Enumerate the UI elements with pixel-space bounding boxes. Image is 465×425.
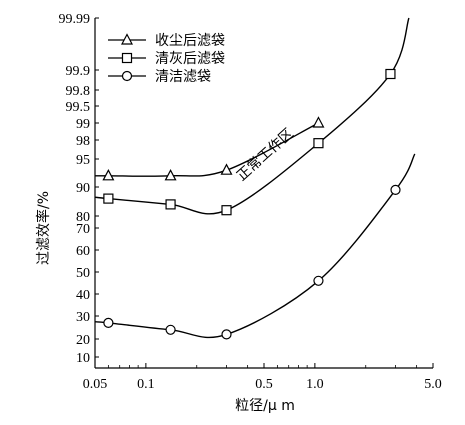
x-tick-label: 5.0 xyxy=(424,377,442,392)
triangle-marker xyxy=(312,116,325,128)
series-line xyxy=(94,153,416,339)
circle-marker xyxy=(165,324,176,335)
y-tick-label: 99.99 xyxy=(59,12,91,27)
circle-marker xyxy=(103,317,114,328)
square-marker xyxy=(165,199,176,210)
y-tick-label: 99.9 xyxy=(66,64,91,79)
y-tick-label: 30 xyxy=(76,310,90,325)
y-tick-label: 80 xyxy=(76,210,90,225)
y-tick-label: 95 xyxy=(76,153,90,168)
y-tick-label: 60 xyxy=(76,244,90,259)
y-tick-label: 90 xyxy=(76,181,90,196)
y-tick-label: 99.8 xyxy=(66,84,91,99)
series-line xyxy=(94,122,319,177)
legend-label: 清灰后滤袋 xyxy=(155,51,225,67)
triangle-marker xyxy=(121,33,133,45)
markers xyxy=(102,68,401,340)
y-tick-label: 50 xyxy=(76,266,90,281)
y-tick-label: 10 xyxy=(76,351,90,366)
circle-marker xyxy=(121,70,133,82)
y-tick-label: 99.5 xyxy=(66,100,91,115)
x-tick-label: 0.5 xyxy=(255,377,273,392)
circle-marker xyxy=(221,329,232,340)
y-tick-label: 99 xyxy=(76,117,90,132)
curves xyxy=(94,17,416,339)
legend-label: 清洁滤袋 xyxy=(155,69,211,85)
circle-marker xyxy=(390,184,401,195)
triangle-marker xyxy=(220,163,233,175)
x-tick-label: 0.05 xyxy=(83,377,108,392)
y-tick-label: 98 xyxy=(76,134,90,149)
circle-marker xyxy=(313,275,324,286)
triangle-marker xyxy=(102,169,115,181)
square-marker xyxy=(221,205,232,216)
y-axis-title: 过滤效率/% xyxy=(35,191,52,265)
square-marker xyxy=(385,68,396,80)
x-axis-title: 粒径/μ m xyxy=(235,398,295,414)
x-tick-label: 0.1 xyxy=(137,377,155,392)
x-tick-label: 1.0 xyxy=(306,377,324,392)
triangle-marker xyxy=(164,169,177,181)
axes xyxy=(94,17,434,369)
square-marker xyxy=(121,52,133,64)
y-tick-label: 20 xyxy=(76,333,90,348)
square-marker xyxy=(313,138,324,149)
annotation-normal-zone: 正常工作区 xyxy=(234,126,297,185)
y-tick-label: 70 xyxy=(76,222,90,237)
legend-label: 收尘后滤袋 xyxy=(155,33,225,49)
square-marker xyxy=(103,193,114,204)
series-line xyxy=(94,17,410,215)
y-tick-label: 40 xyxy=(76,288,90,303)
